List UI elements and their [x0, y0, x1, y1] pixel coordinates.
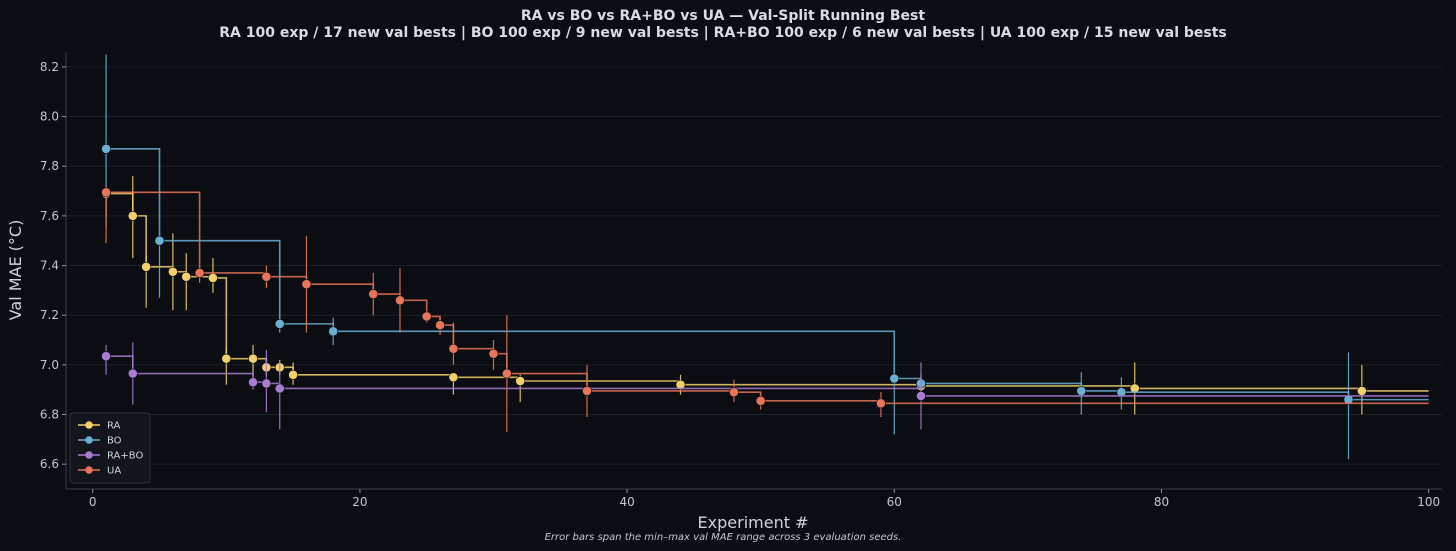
chart-title: RA vs BO vs RA+BO vs UA — Val-Split Runn…: [521, 8, 925, 24]
data-point: [208, 273, 218, 283]
y-tick-label: 7.6: [40, 209, 59, 223]
x-tick-label: 80: [1154, 495, 1169, 509]
data-point: [675, 379, 686, 390]
data-point: [876, 398, 886, 409]
grid-lines: [66, 66, 1442, 465]
data-point: [141, 261, 152, 272]
x-tick-label: 20: [352, 495, 367, 509]
chart-subtitle: RA 100 exp / 17 new val bests | BO 100 e…: [219, 25, 1227, 41]
y-axis-label: Val MAE (°C): [6, 220, 25, 321]
y-ticks: 6.6 6.8 7.0 7.2 7.4 7.6 7.8 8.0 8.2: [40, 60, 66, 471]
series-bo: [101, 54, 1429, 460]
data-point: [729, 387, 739, 398]
data-point: [1116, 387, 1127, 398]
legend: RA BO RA+BO UA: [69, 412, 151, 484]
data-point: [916, 390, 926, 401]
data-point: [1076, 386, 1087, 396]
data-point: [127, 368, 138, 379]
legend-swatch-marker: [85, 451, 93, 459]
data-point: [101, 187, 111, 198]
data-point: [181, 271, 192, 282]
data-point: [421, 311, 432, 322]
data-point: [261, 378, 272, 389]
data-point: [501, 368, 512, 379]
data-point: [221, 353, 232, 364]
y-tick-label: 7.4: [40, 259, 59, 273]
data-point: [395, 295, 405, 306]
data-point: [448, 343, 459, 354]
data-point: [194, 268, 205, 278]
data-point: [582, 386, 592, 396]
data-point: [448, 372, 459, 383]
data-point: [755, 395, 766, 406]
x-tick-label: 40: [619, 495, 634, 509]
data-point: [248, 377, 258, 388]
series-ra: [101, 176, 1429, 415]
data-point: [1343, 394, 1354, 405]
data-point: [368, 289, 379, 299]
data-point: [328, 326, 339, 337]
y-tick-label: 7.8: [40, 159, 59, 173]
legend-swatch-marker: [85, 421, 93, 429]
legend-label: UA: [107, 466, 121, 477]
data-point: [261, 271, 272, 282]
legend-item: UA: [78, 466, 121, 477]
series-line: [106, 192, 1429, 392]
series-line: [106, 355, 1429, 397]
series-layer: [101, 54, 1429, 460]
data-point: [101, 351, 111, 362]
x-axis-label: Experiment #: [698, 513, 809, 532]
x-tick-label: 60: [887, 495, 902, 509]
y-tick-label: 7.0: [40, 358, 59, 372]
y-tick-label: 6.8: [40, 408, 59, 422]
legend-item: RA: [78, 421, 121, 432]
data-point: [1356, 386, 1367, 396]
axes: [65, 52, 1442, 490]
series-line: [106, 191, 1429, 405]
series-ra-bo: [101, 342, 1429, 430]
legend-label: RA: [107, 421, 121, 432]
data-point: [435, 320, 445, 331]
y-tick-label: 8.0: [40, 110, 59, 124]
y-tick-label: 8.2: [40, 60, 59, 74]
data-point: [1129, 383, 1140, 394]
data-point: [488, 348, 499, 359]
y-tick-label: 7.2: [40, 308, 59, 322]
x-tick-label: 0: [89, 495, 97, 509]
data-point: [274, 318, 285, 329]
data-point: [154, 235, 165, 246]
data-point: [167, 266, 178, 277]
legend-label: RA+BO: [107, 451, 143, 462]
x-ticks: 0 20 40 60 80 100: [89, 489, 1440, 509]
legend-swatch-marker: [85, 436, 93, 444]
legend-item: BO: [78, 436, 122, 447]
data-point: [248, 353, 258, 364]
series-ua: [101, 186, 1429, 432]
y-tick-label: 6.6: [40, 457, 59, 471]
footnote: Error bars span the min–max val MAE rang…: [545, 532, 902, 543]
data-point: [301, 279, 312, 290]
data-point: [515, 376, 526, 386]
data-point: [101, 143, 111, 154]
series-line: [106, 148, 1429, 401]
data-point: [127, 210, 138, 221]
data-point: [274, 383, 285, 394]
legend-swatch-marker: [85, 466, 93, 474]
legend-label: BO: [107, 436, 122, 447]
x-tick-label: 100: [1417, 495, 1440, 509]
data-point: [889, 373, 900, 384]
legend-box: [69, 412, 151, 484]
legend-item: RA+BO: [78, 451, 143, 462]
data-point: [288, 369, 299, 380]
